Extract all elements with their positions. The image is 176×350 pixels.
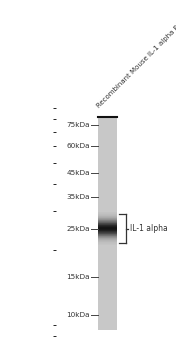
Text: 10kDa: 10kDa: [67, 312, 90, 318]
Bar: [98, 117, 117, 330]
Text: 60kDa: 60kDa: [67, 143, 90, 149]
Text: 75kDa: 75kDa: [67, 122, 90, 128]
Text: 35kDa: 35kDa: [67, 194, 90, 200]
Text: IL-1 alpha: IL-1 alpha: [130, 224, 167, 233]
Text: 25kDa: 25kDa: [67, 226, 90, 232]
Text: Recombinant Mouse IL-1 alpha Protein: Recombinant Mouse IL-1 alpha Protein: [96, 10, 176, 110]
Text: 15kDa: 15kDa: [67, 274, 90, 280]
Text: 45kDa: 45kDa: [67, 170, 90, 176]
